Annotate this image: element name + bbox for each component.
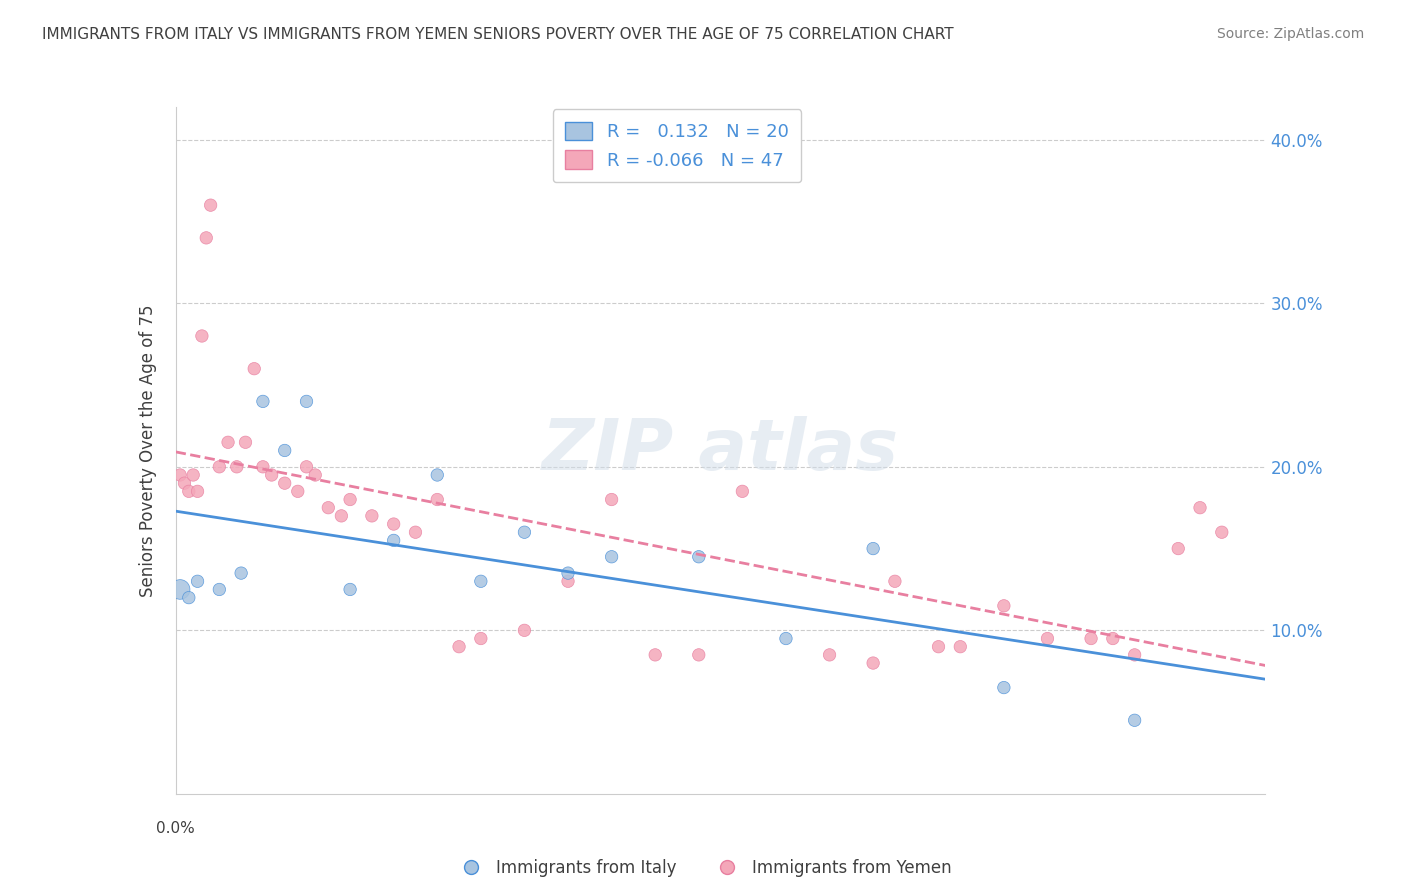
Point: [252, 459, 274, 474]
Text: Source: ZipAtlas.com: Source: ZipAtlas.com: [1216, 27, 1364, 41]
Point: [169, 582, 191, 597]
Point: [339, 492, 361, 507]
Point: [513, 525, 536, 540]
Point: [252, 394, 274, 409]
Point: [1123, 714, 1146, 728]
Point: [208, 459, 231, 474]
Point: [173, 476, 195, 491]
Point: [195, 231, 218, 245]
Point: [928, 640, 950, 654]
Point: [1189, 500, 1212, 515]
Point: [225, 459, 247, 474]
Point: [208, 582, 231, 597]
Point: [1036, 632, 1059, 646]
Point: [470, 574, 492, 589]
Point: [1102, 632, 1125, 646]
Point: [1211, 525, 1233, 540]
Point: [181, 467, 204, 482]
Point: [243, 361, 266, 376]
Point: [235, 435, 257, 450]
Point: [884, 574, 907, 589]
Point: [295, 459, 318, 474]
Point: [688, 549, 710, 564]
Point: [731, 484, 754, 499]
Point: [360, 508, 382, 523]
Legend: R =   0.132   N = 20, R = -0.066   N = 47: R = 0.132 N = 20, R = -0.066 N = 47: [553, 109, 801, 182]
Point: [318, 500, 340, 515]
Point: [382, 516, 405, 531]
Point: [304, 467, 326, 482]
Point: [557, 566, 579, 580]
Point: [186, 574, 209, 589]
Point: [274, 476, 297, 491]
Point: [644, 648, 666, 662]
Point: [260, 467, 283, 482]
Point: [177, 591, 200, 605]
Text: ZIP atlas: ZIP atlas: [541, 416, 900, 485]
Point: [600, 492, 623, 507]
Point: [600, 549, 623, 564]
Point: [339, 582, 361, 597]
Point: [177, 484, 200, 499]
Point: [426, 467, 449, 482]
Point: [191, 329, 214, 343]
Y-axis label: Seniors Poverty Over the Age of 75: Seniors Poverty Over the Age of 75: [139, 304, 157, 597]
Point: [274, 443, 297, 458]
Point: [1167, 541, 1189, 556]
Legend: Immigrants from Italy, Immigrants from Yemen: Immigrants from Italy, Immigrants from Y…: [449, 853, 957, 884]
Point: [186, 484, 209, 499]
Point: [949, 640, 972, 654]
Point: [426, 492, 449, 507]
Point: [287, 484, 309, 499]
Point: [688, 648, 710, 662]
Point: [1080, 632, 1102, 646]
Point: [295, 394, 318, 409]
Point: [862, 656, 884, 670]
Point: [470, 632, 492, 646]
Point: [775, 632, 797, 646]
Point: [818, 648, 841, 662]
Text: IMMIGRANTS FROM ITALY VS IMMIGRANTS FROM YEMEN SENIORS POVERTY OVER THE AGE OF 7: IMMIGRANTS FROM ITALY VS IMMIGRANTS FROM…: [42, 27, 953, 42]
Point: [382, 533, 405, 548]
Point: [200, 198, 222, 212]
Point: [231, 566, 253, 580]
Text: 0.0%: 0.0%: [156, 822, 195, 837]
Point: [993, 681, 1015, 695]
Point: [1123, 648, 1146, 662]
Point: [993, 599, 1015, 613]
Point: [330, 508, 353, 523]
Point: [169, 467, 191, 482]
Point: [447, 640, 470, 654]
Point: [862, 541, 884, 556]
Point: [217, 435, 239, 450]
Point: [405, 525, 427, 540]
Point: [557, 574, 579, 589]
Point: [513, 624, 536, 638]
